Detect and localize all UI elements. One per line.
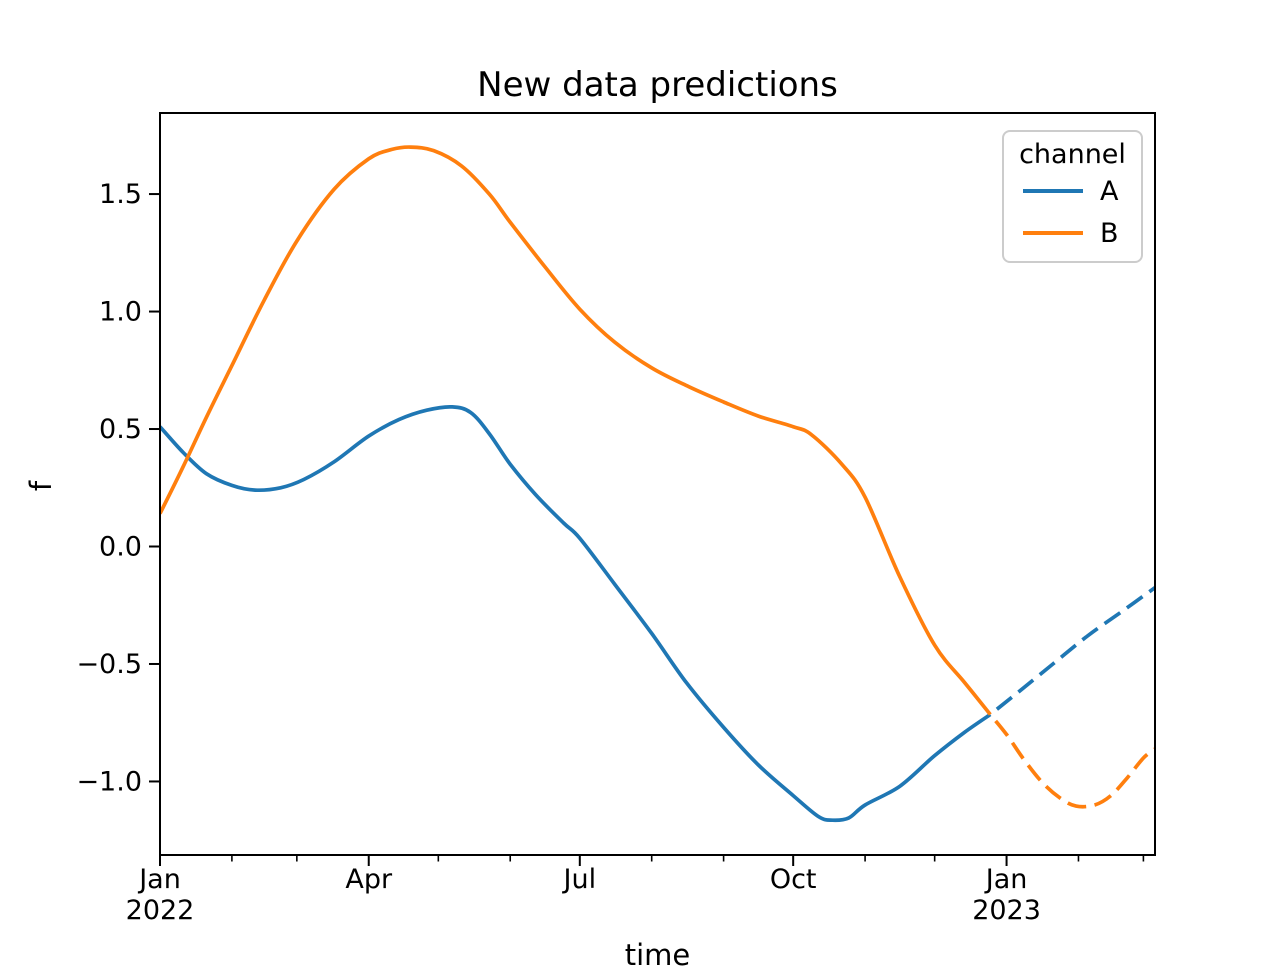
series-line-b-observed: [160, 145, 992, 716]
legend-entry-a: A: [1004, 170, 1141, 212]
y-tick-label: −1.0: [76, 766, 142, 797]
x-axis-label: time: [624, 938, 691, 972]
x-tick-label: Jul: [562, 864, 597, 895]
legend: channel A B: [1002, 130, 1143, 263]
legend-label-a: A: [1100, 175, 1119, 207]
y-tick-label: 0.5: [99, 414, 142, 445]
axes-spines: [159, 112, 1156, 856]
y-tick-label: −0.5: [76, 649, 142, 680]
chart-title: New data predictions: [477, 65, 838, 105]
x-tick-label: Jan 2022: [126, 864, 195, 926]
y-tick-label: 1.5: [99, 179, 142, 210]
x-tick-label: Jan 2023: [972, 864, 1041, 926]
series-line-b-predicted: [988, 713, 1155, 809]
legend-entry-b: B: [1004, 212, 1141, 254]
series-line-a-predicted: [989, 586, 1155, 716]
x-tick-label: Oct: [770, 864, 817, 895]
legend-line-sample-a: [1023, 189, 1083, 193]
legend-line-sample-b: [1023, 231, 1083, 235]
y-tick-label: 0.0: [99, 531, 142, 562]
x-tick-label: Apr: [345, 864, 393, 895]
y-tick-label: 1.0: [99, 297, 142, 328]
legend-label-b: B: [1100, 217, 1119, 249]
legend-title: channel: [1019, 139, 1126, 170]
series-line-a-observed: [160, 404, 992, 823]
y-axis-label: f: [24, 480, 58, 492]
